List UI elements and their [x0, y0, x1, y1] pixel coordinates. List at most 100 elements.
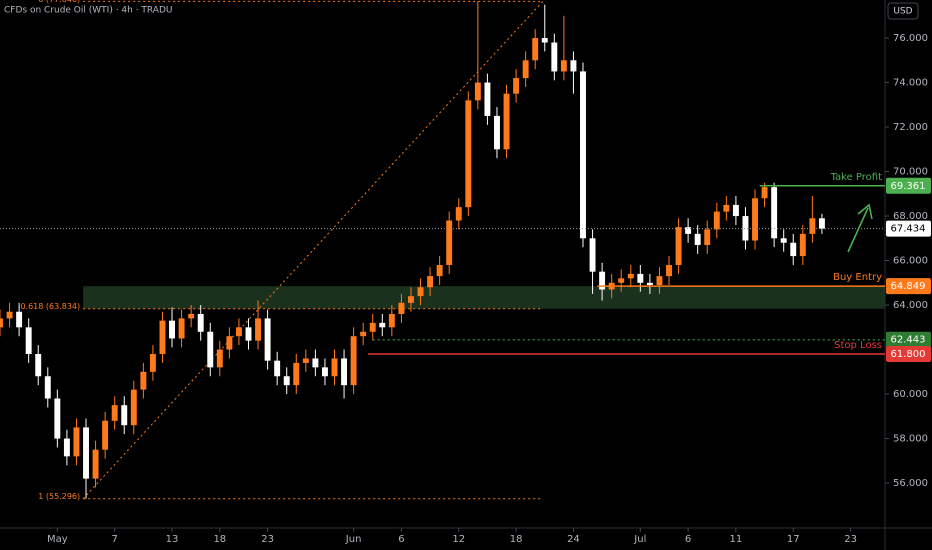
candle-body [388, 313, 395, 328]
x-tick-label: Jul [633, 534, 646, 545]
candle-body [140, 371, 147, 390]
candle-body [666, 265, 672, 277]
current-price-label: 67.434 [891, 224, 926, 235]
candle-body [25, 327, 32, 355]
candle-body [637, 273, 644, 283]
candle-body [407, 296, 414, 303]
candle-body [350, 336, 357, 386]
fib-label: 0 (77.646) [38, 0, 80, 4]
price-tag-label: 69.361 [891, 181, 926, 192]
y-tick-label: 70.000 [893, 167, 928, 178]
candle-body [455, 207, 462, 221]
candle-body [494, 115, 500, 150]
candle-body [226, 336, 233, 350]
candle-body [618, 278, 625, 283]
candle-body [102, 420, 109, 450]
fib-label: 0.618 (63.834) [20, 302, 80, 311]
candle-body [685, 227, 692, 234]
candle-body [169, 320, 175, 339]
x-tick-label: 6 [685, 534, 691, 545]
candle-body [63, 438, 70, 457]
candle-body [752, 198, 758, 241]
candle-body [92, 449, 99, 479]
currency: USD [893, 7, 912, 17]
y-tick-label: 56.000 [893, 478, 928, 489]
candle-body [312, 358, 319, 368]
x-tick-label: 18 [510, 534, 523, 545]
candle-body [560, 60, 567, 72]
x-tick-label: 6 [398, 534, 404, 545]
candle-body [379, 322, 386, 328]
candle-body [16, 311, 23, 328]
y-tick-label: 58.000 [893, 434, 928, 445]
x-tick-label: 12 [452, 534, 465, 545]
candle-body [532, 38, 539, 61]
candle-body [732, 204, 739, 217]
candle-body [369, 322, 376, 332]
candle-body [627, 273, 634, 279]
candle-body [799, 233, 806, 257]
y-tick-label: 60.000 [893, 389, 928, 400]
price-tag [886, 177, 931, 194]
price-tag-label: 62.443 [891, 335, 926, 346]
current-price-tag [886, 220, 931, 237]
candle-body [360, 331, 367, 337]
candle-body [570, 60, 577, 72]
candle-body [427, 276, 434, 288]
candle-body [541, 38, 548, 43]
candle-body [321, 367, 328, 377]
candle-body [513, 78, 520, 94]
candle-body [694, 233, 701, 245]
x-tick-label: 11 [730, 534, 743, 545]
x-tick-label: 7 [111, 534, 117, 545]
level-name: Buy Entry [833, 272, 882, 283]
candle-body [551, 42, 558, 72]
candle-body [809, 218, 816, 234]
candle-body [274, 360, 281, 377]
candle-body [771, 187, 778, 239]
candle-body [398, 302, 405, 314]
candle-body [484, 82, 491, 116]
candle-body [580, 71, 586, 239]
direction-arrow [847, 203, 873, 253]
candle-body [761, 187, 768, 199]
x-tick-label: 13 [166, 534, 179, 545]
y-tick-label: 74.000 [893, 78, 928, 89]
candle-body [35, 354, 42, 377]
y-tick-label: 64.000 [893, 300, 928, 311]
candle-body [6, 311, 13, 319]
candle-body [675, 227, 682, 266]
candle-body [503, 93, 510, 150]
candle-body [283, 376, 290, 386]
entry-zone [83, 286, 885, 309]
candle-body [149, 354, 156, 372]
x-tick-label: 23 [261, 534, 274, 545]
chart-title: CFDs on Crude Oil (WTI) · 4h · TRADU [4, 6, 173, 16]
candle-body [704, 229, 711, 245]
y-tick-label: 72.000 [893, 122, 928, 133]
price-tag [886, 331, 931, 348]
candle-body [130, 389, 137, 426]
candle-body [341, 358, 348, 386]
candle-body [44, 376, 51, 399]
level-name: Take Profit [830, 172, 883, 183]
candle-body [54, 398, 61, 439]
candle-body [264, 318, 271, 361]
candle-body [656, 276, 663, 286]
candle-body [790, 242, 797, 257]
candle-body [207, 331, 214, 368]
candle-body [197, 313, 204, 332]
candle-body [465, 100, 472, 208]
x-tick-label: 24 [567, 534, 580, 545]
x-tick-label: 18 [213, 534, 226, 545]
candle-body [255, 318, 262, 341]
candle-body [178, 318, 185, 339]
price-tag [886, 346, 931, 363]
candle-body [111, 405, 118, 421]
candle-body [121, 405, 128, 426]
x-tick-label: 23 [844, 534, 857, 545]
candle-body [159, 320, 166, 355]
candle-body [589, 238, 596, 272]
